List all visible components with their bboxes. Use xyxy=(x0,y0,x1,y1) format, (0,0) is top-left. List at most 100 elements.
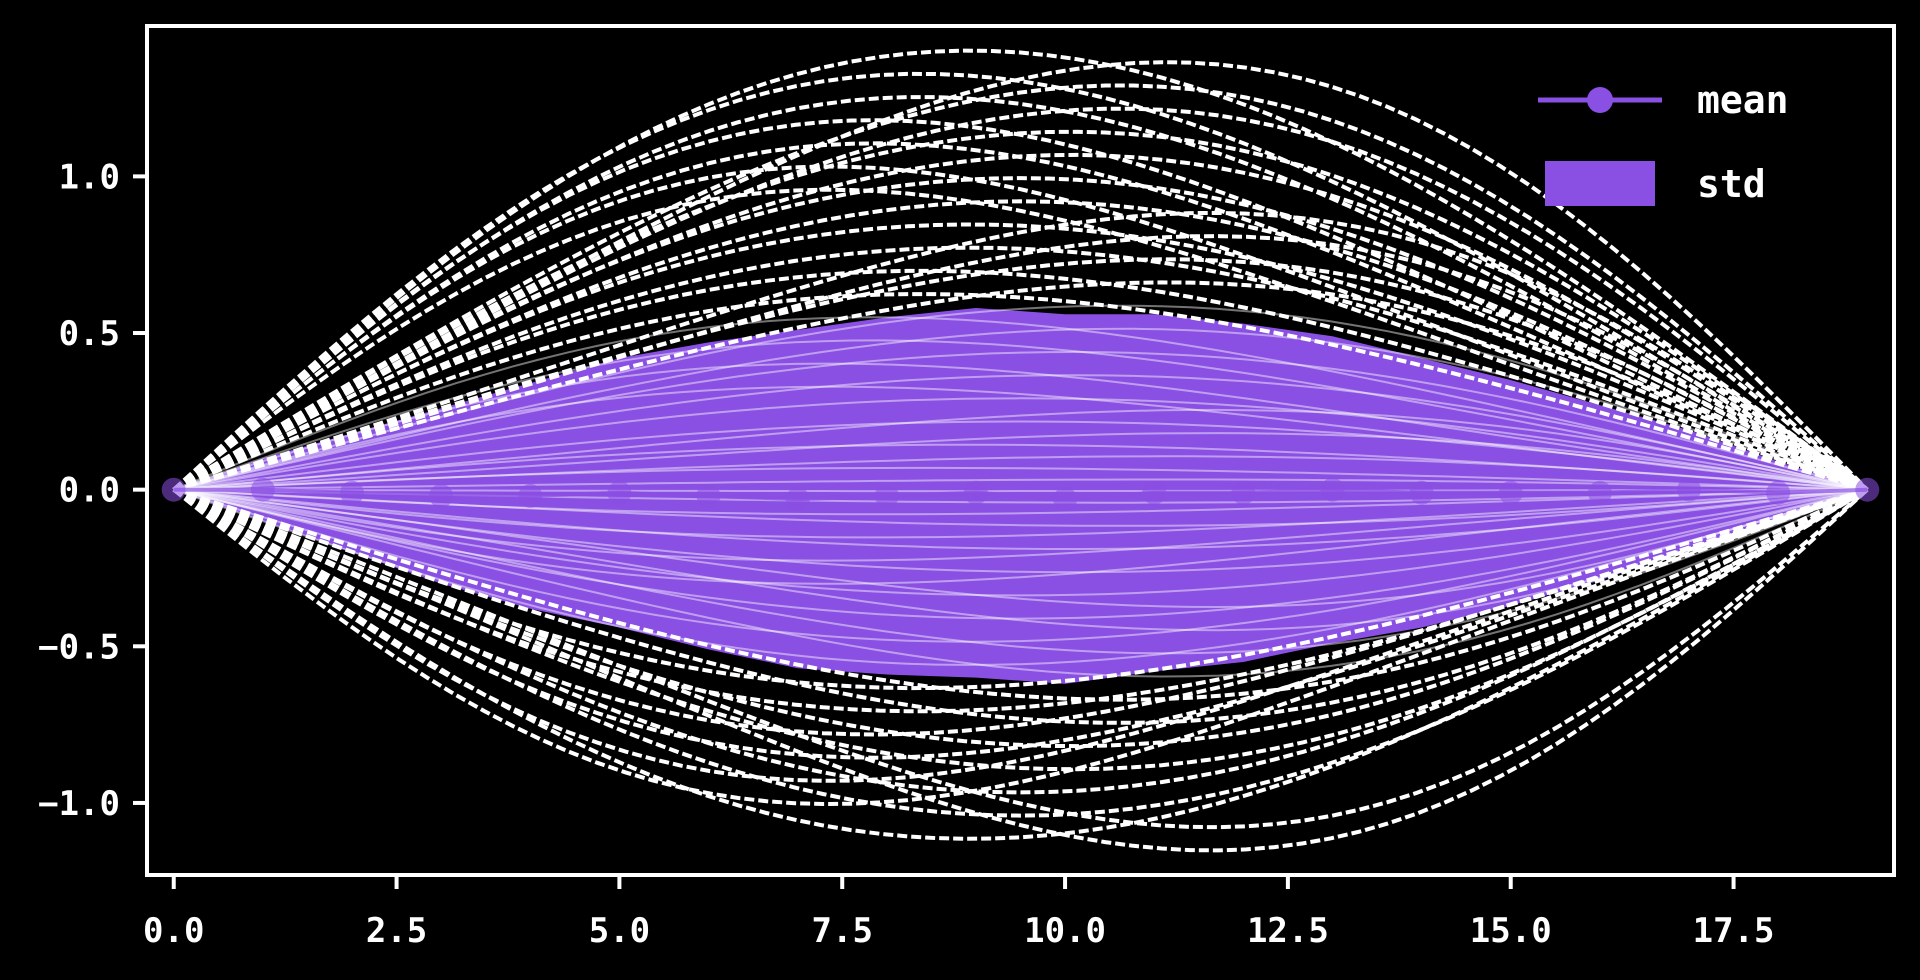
sample-path xyxy=(172,60,1869,492)
sample-path xyxy=(173,316,1868,491)
sample-path xyxy=(173,487,1869,702)
sample-path xyxy=(172,487,1869,841)
sample-path xyxy=(173,443,1868,491)
mean-point xyxy=(1409,480,1434,505)
mean-point xyxy=(785,487,810,512)
x-tick-label: 15.0 xyxy=(1470,911,1552,951)
x-tick-label: 10.0 xyxy=(1024,911,1106,951)
mean-point xyxy=(1053,487,1078,512)
sample-path xyxy=(173,397,1868,491)
sample-path xyxy=(173,257,1869,492)
y-tick-label: 1.0 xyxy=(59,157,120,197)
sample-path xyxy=(173,488,1868,666)
sample-path xyxy=(173,488,1868,562)
sample-path xyxy=(173,488,1868,516)
mean-point xyxy=(1855,477,1880,502)
legend-std-label: std xyxy=(1697,162,1766,206)
sample-path xyxy=(173,488,1868,493)
sample-path xyxy=(173,466,1868,491)
x-tick-label: 2.5 xyxy=(366,911,427,951)
mean-point xyxy=(1677,477,1701,502)
legend-std-swatch xyxy=(1545,161,1655,206)
sample-path xyxy=(172,164,1869,492)
sample-path xyxy=(173,304,1868,491)
sample-path xyxy=(173,210,1869,492)
x-tick-label: 5.0 xyxy=(589,911,650,951)
sample-path xyxy=(172,245,1869,492)
sample-path xyxy=(173,488,1868,632)
sample-path xyxy=(172,487,1869,818)
sample-path xyxy=(173,488,1868,620)
mean-point xyxy=(518,483,543,508)
sample-path xyxy=(172,487,1868,760)
mean-point xyxy=(1498,480,1523,505)
mean-line-layer xyxy=(161,477,1880,512)
mean-point xyxy=(607,480,632,505)
sample-path xyxy=(173,488,1868,527)
mean-point xyxy=(1587,480,1612,505)
x-axis-ticks: 0.0 2.5 5.0 7.5 10.0 12.5 15.0 17.5 xyxy=(143,875,1775,951)
sample-path xyxy=(173,478,1868,491)
sample-path xyxy=(173,488,1868,574)
x-tick-label: 17.5 xyxy=(1693,911,1775,951)
sample-path xyxy=(173,385,1868,491)
sample-path xyxy=(172,187,1868,492)
mean-point xyxy=(429,483,454,508)
sample-path xyxy=(172,152,1869,492)
mean-point xyxy=(1320,477,1345,502)
legend-mean-swatch-marker xyxy=(1587,87,1613,113)
x-tick-label: 0.0 xyxy=(143,911,204,951)
sample-path xyxy=(173,488,1868,597)
mean-point xyxy=(1766,480,1791,505)
mean-point xyxy=(250,477,275,502)
sample-path xyxy=(173,488,1868,609)
legend-mean-label: mean xyxy=(1697,78,1789,122)
mean-point xyxy=(1142,480,1167,505)
sample-path xyxy=(172,268,1868,492)
sample-path xyxy=(172,487,1868,807)
sample-path xyxy=(172,176,1869,492)
x-tick-label: 12.5 xyxy=(1247,911,1329,951)
sample-path xyxy=(172,83,1869,492)
x-tick-label: 7.5 xyxy=(812,911,873,951)
sample-path xyxy=(172,222,1869,492)
mean-point xyxy=(874,483,899,508)
sample-path xyxy=(172,487,1868,737)
sample-path xyxy=(173,487,1869,725)
mean-point xyxy=(161,477,186,502)
sample-path xyxy=(172,71,1869,492)
y-axis-ticks: 1.0 0.5 0.0 −0.5 −1.0 xyxy=(38,157,147,824)
sample-path xyxy=(173,488,1868,585)
sample-path xyxy=(173,362,1868,491)
mean-point xyxy=(963,480,988,505)
y-tick-label: 0.0 xyxy=(59,471,120,511)
sample-path xyxy=(173,327,1868,491)
sample-path xyxy=(173,374,1868,491)
sample-path xyxy=(173,432,1868,491)
sample-path xyxy=(173,488,1868,539)
sample-path xyxy=(172,487,1869,749)
plot-frame xyxy=(145,24,1896,877)
y-tick-label: 0.5 xyxy=(59,314,120,354)
mean-point xyxy=(340,480,364,505)
sample-path xyxy=(172,487,1869,830)
sample-path xyxy=(173,455,1868,491)
mean-point xyxy=(696,483,721,508)
y-tick-label: −1.0 xyxy=(38,784,120,824)
mean-line xyxy=(173,487,1868,502)
sample-path xyxy=(173,408,1868,491)
sample-path xyxy=(173,488,1868,655)
sample-path xyxy=(172,48,1869,492)
sample-path xyxy=(172,487,1869,772)
sample-path xyxy=(172,95,1869,492)
sample-path xyxy=(173,488,1868,678)
sample-path xyxy=(173,488,1868,550)
sample-paths-layer xyxy=(172,48,1869,853)
sample-path xyxy=(172,129,1869,492)
sample-path xyxy=(172,487,1869,853)
sample-path xyxy=(172,487,1869,795)
sample-path xyxy=(173,350,1868,491)
y-tick-label: −0.5 xyxy=(38,627,120,667)
sample-path xyxy=(173,488,1868,643)
